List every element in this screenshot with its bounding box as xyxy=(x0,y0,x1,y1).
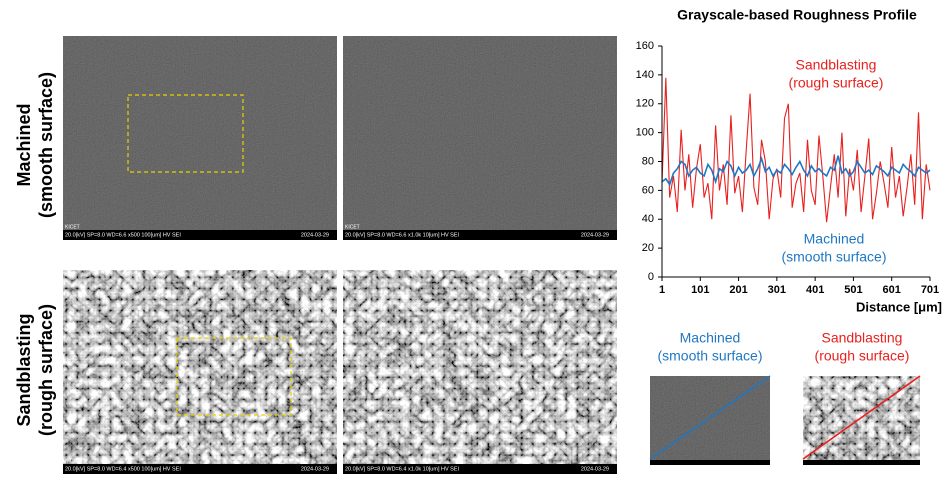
y-tick-label: 160 xyxy=(636,40,654,52)
x-tick-label: 701 xyxy=(921,284,939,296)
x-tick-label: 401 xyxy=(806,284,824,296)
sem-lab: KICET xyxy=(345,224,360,230)
x-tick-label: 101 xyxy=(691,284,709,296)
thumbnail-footer xyxy=(803,460,920,465)
sem-footer xyxy=(63,464,337,474)
y-tick-label: 0 xyxy=(648,271,654,283)
sem-footer xyxy=(63,230,337,240)
profile-line xyxy=(649,375,771,460)
x-tick-label: 501 xyxy=(844,284,862,296)
profile-line xyxy=(802,375,921,460)
x-tick-label: 201 xyxy=(729,284,747,296)
sem-footer xyxy=(343,464,617,474)
x-tick-label: 1 xyxy=(659,284,665,296)
row-label: (rough surface) xyxy=(36,304,56,436)
x-tick-label: 301 xyxy=(768,284,786,296)
sem-lab: KICET xyxy=(65,458,80,464)
x-tick-label: 601 xyxy=(883,284,901,296)
roi-box xyxy=(176,337,292,416)
sem-info: 20.0[kV] SP=8.0 WD=6.4 x500 100[um] HV S… xyxy=(65,466,181,472)
thumbnail-label: (rough surface) xyxy=(815,348,910,364)
sem-lab: KICET xyxy=(65,224,80,230)
row-label: (smooth surface) xyxy=(36,72,56,218)
chart-title: Grayscale-based Roughness Profile xyxy=(677,7,917,23)
sem-date: 2024-03-29 xyxy=(581,466,609,472)
y-tick-label: 100 xyxy=(636,127,654,139)
row-label: Machined xyxy=(14,103,34,186)
sem-footer xyxy=(343,230,617,240)
sem-date: 2024-03-29 xyxy=(301,466,329,472)
annotation: Machined xyxy=(804,231,865,247)
sem-info: 20.0[kV] SP=8.0 WD=6.4 x1.0k 10[um] HV S… xyxy=(345,466,460,472)
thumbnail-label: (smooth surface) xyxy=(657,348,762,364)
series-line xyxy=(661,77,931,223)
sem-texture xyxy=(63,36,337,230)
sem-texture xyxy=(63,270,337,464)
thumbnail-footer xyxy=(650,460,770,465)
annotation: Sandblasting xyxy=(796,57,877,73)
sem-texture xyxy=(343,36,617,230)
sem-date: 2024-03-29 xyxy=(301,232,329,238)
sem-info: 20.0[kV] SP=8.0 WD=6.6 x1.0k 10[um] HV S… xyxy=(345,232,460,238)
annotation: (smooth surface) xyxy=(781,249,886,265)
y-tick-label: 120 xyxy=(636,98,654,110)
y-tick-label: 80 xyxy=(642,155,654,167)
series-line xyxy=(661,155,931,187)
sem-lab: KICET xyxy=(345,458,360,464)
thumbnail-label: Sandblasting xyxy=(822,330,903,346)
row-label: Sandblasting xyxy=(14,313,34,426)
thumbnail-label: Machined xyxy=(680,330,741,346)
y-tick-label: 40 xyxy=(642,213,654,225)
sem-date: 2024-03-29 xyxy=(581,232,609,238)
y-tick-label: 60 xyxy=(642,184,654,196)
y-tick-label: 140 xyxy=(636,69,654,81)
annotation: (rough surface) xyxy=(789,75,884,91)
sem-info: 20.0[kV] SP=8.0 WD=6.6 x500 100[um] HV S… xyxy=(65,232,181,238)
y-tick-label: 20 xyxy=(642,242,654,254)
x-axis-label: Distance [μm] xyxy=(856,299,942,314)
roi-box xyxy=(127,94,244,173)
sem-texture xyxy=(343,270,617,464)
